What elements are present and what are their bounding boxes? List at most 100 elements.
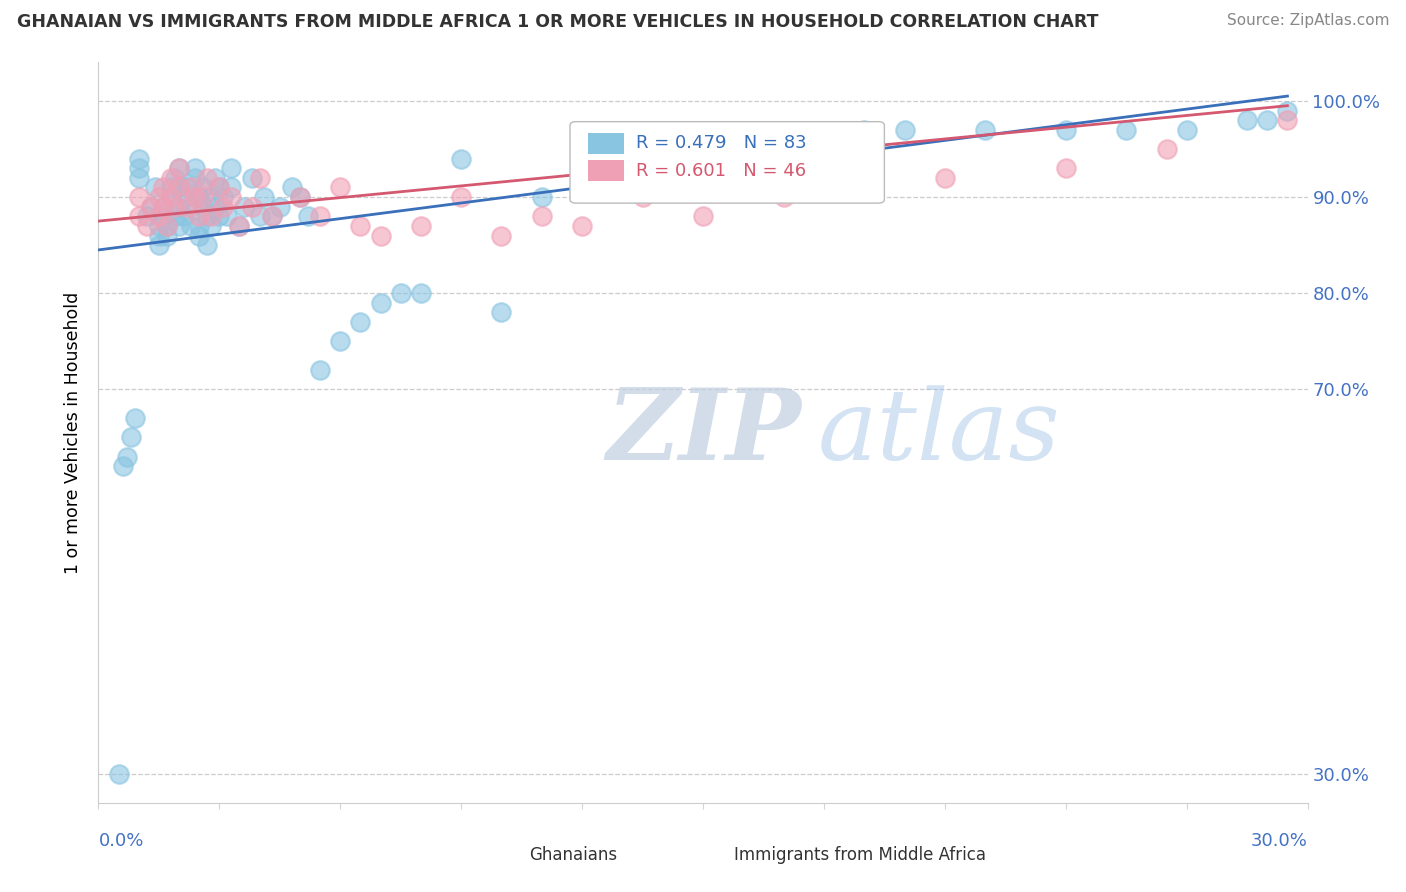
Point — [260, 209, 283, 223]
Point — [260, 209, 283, 223]
Point — [156, 228, 179, 243]
Point — [167, 180, 190, 194]
Point — [692, 209, 714, 223]
Point — [148, 190, 170, 204]
Point — [491, 228, 513, 243]
Point — [148, 228, 170, 243]
Point — [152, 180, 174, 194]
Point — [152, 200, 174, 214]
Point — [212, 200, 235, 214]
Point — [221, 161, 243, 176]
Point — [184, 170, 207, 185]
Point — [309, 209, 332, 223]
Text: atlas: atlas — [818, 385, 1060, 480]
Point — [135, 219, 157, 233]
Text: R = 0.479   N = 83: R = 0.479 N = 83 — [637, 134, 807, 153]
Point — [249, 209, 271, 223]
Point — [163, 200, 186, 214]
Point — [200, 190, 222, 204]
Point — [188, 228, 211, 243]
Point — [193, 190, 215, 204]
Point — [893, 122, 915, 136]
Point — [288, 190, 311, 204]
Point — [193, 200, 215, 214]
Point — [193, 180, 215, 194]
Point — [152, 209, 174, 223]
Point — [281, 180, 304, 194]
FancyBboxPatch shape — [569, 121, 884, 203]
Point — [349, 315, 371, 329]
Point — [204, 200, 226, 214]
Point — [188, 219, 211, 233]
Point — [853, 170, 876, 185]
Point — [208, 180, 231, 194]
Point — [148, 238, 170, 252]
Point — [176, 180, 198, 194]
Point — [139, 200, 162, 214]
Point — [135, 209, 157, 223]
Text: Ghanaians: Ghanaians — [529, 846, 617, 863]
Point — [111, 459, 134, 474]
Point — [329, 180, 352, 194]
Point — [208, 209, 231, 223]
Point — [240, 170, 263, 185]
Point — [148, 209, 170, 223]
Point — [329, 334, 352, 349]
Point — [172, 209, 194, 223]
Point — [167, 200, 190, 214]
Point — [253, 190, 276, 204]
Point — [228, 219, 250, 233]
Point — [772, 132, 794, 146]
Point — [167, 161, 190, 176]
Bar — [588, 133, 624, 153]
Text: 0.0%: 0.0% — [98, 832, 143, 850]
Point — [180, 200, 202, 214]
Point — [167, 180, 190, 194]
Bar — [498, 846, 524, 864]
Point — [409, 219, 432, 233]
Point — [115, 450, 138, 464]
Text: GHANAIAN VS IMMIGRANTS FROM MIDDLE AFRICA 1 OR MORE VEHICLES IN HOUSEHOLD CORREL: GHANAIAN VS IMMIGRANTS FROM MIDDLE AFRIC… — [17, 13, 1098, 31]
Point — [1156, 142, 1178, 156]
Point — [160, 190, 183, 204]
Point — [124, 411, 146, 425]
Point — [450, 190, 472, 204]
Point — [128, 190, 150, 204]
Text: 30.0%: 30.0% — [1251, 832, 1308, 850]
Point — [240, 200, 263, 214]
Y-axis label: 1 or more Vehicles in Household: 1 or more Vehicles in Household — [65, 292, 83, 574]
Point — [491, 305, 513, 319]
Point — [128, 209, 150, 223]
Point — [228, 219, 250, 233]
Point — [148, 219, 170, 233]
Point — [232, 200, 254, 214]
Point — [370, 228, 392, 243]
Point — [176, 190, 198, 204]
Point — [120, 430, 142, 444]
Point — [188, 209, 211, 223]
Point — [772, 190, 794, 204]
Text: Source: ZipAtlas.com: Source: ZipAtlas.com — [1226, 13, 1389, 29]
Point — [269, 200, 291, 214]
Point — [188, 190, 211, 204]
Point — [163, 170, 186, 185]
Point — [571, 170, 593, 185]
Point — [180, 180, 202, 194]
Point — [195, 238, 218, 252]
Point — [450, 152, 472, 166]
Text: R = 0.601   N = 46: R = 0.601 N = 46 — [637, 161, 807, 179]
Point — [1175, 122, 1198, 136]
Point — [1054, 122, 1077, 136]
Point — [156, 219, 179, 233]
Point — [128, 170, 150, 185]
Point — [1236, 113, 1258, 128]
Point — [160, 190, 183, 204]
Point — [152, 200, 174, 214]
Point — [1256, 113, 1278, 128]
Point — [1277, 113, 1299, 128]
Point — [733, 142, 755, 156]
Point — [217, 209, 239, 223]
Point — [200, 209, 222, 223]
Point — [184, 161, 207, 176]
Point — [204, 170, 226, 185]
